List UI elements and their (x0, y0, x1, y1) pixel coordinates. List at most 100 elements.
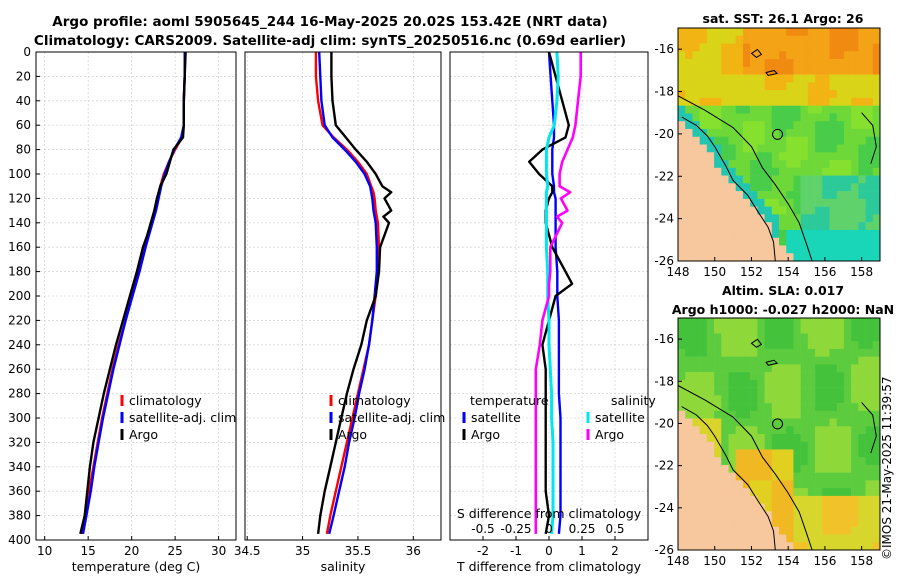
map-cell (728, 495, 737, 504)
map-cell (815, 167, 823, 176)
map-cell (822, 253, 830, 262)
map-cell (851, 59, 859, 68)
map-cell (829, 488, 838, 497)
map-cell (851, 237, 859, 246)
map-cell (757, 121, 765, 130)
map-cell (779, 183, 787, 192)
sdiff-satellite-line (544, 51, 560, 535)
map-cell (779, 160, 787, 169)
map-cell (829, 113, 838, 122)
map-cell (757, 183, 765, 192)
map-cell (829, 206, 838, 215)
map-cell (735, 144, 744, 153)
map-cell (779, 534, 787, 543)
map-cell (699, 333, 708, 342)
map-cell (678, 449, 686, 458)
lon-tick-label: 156 (813, 265, 836, 279)
map-cell (800, 534, 809, 543)
map-cell (865, 253, 874, 262)
map-cell (699, 348, 708, 357)
map-cell (757, 35, 765, 44)
map-cell (793, 198, 801, 207)
map-cell (757, 418, 765, 427)
map-cell (822, 214, 830, 223)
map-cell (822, 325, 830, 334)
map-cell (714, 198, 722, 207)
map-cell (807, 144, 816, 153)
map-cell (685, 472, 693, 481)
map-cell (706, 464, 715, 473)
map-cell (822, 191, 830, 200)
map-cell (692, 519, 700, 528)
map-cell (771, 395, 780, 404)
map-cell (815, 426, 823, 435)
map-cell (786, 198, 794, 207)
map-cell (735, 503, 744, 512)
map-cell (750, 511, 758, 520)
map-cell (742, 403, 751, 412)
lat-tick-label: -26 (654, 543, 674, 557)
map-cell (699, 480, 708, 489)
map-cell (786, 214, 794, 223)
map-cell (872, 441, 881, 450)
map-cell (786, 488, 794, 497)
map-cell (786, 97, 794, 106)
x-tick-label: 15 (81, 544, 96, 558)
map-cell (815, 364, 823, 373)
map-cell (807, 526, 816, 535)
map-cell (728, 511, 737, 520)
map-cell (858, 59, 866, 68)
map-cell (750, 206, 758, 215)
map-cell (800, 503, 809, 512)
map-cell (807, 372, 816, 381)
map-cell (714, 495, 722, 504)
map-cell (786, 191, 794, 200)
map-cell (822, 464, 830, 473)
map-cell (750, 28, 758, 37)
map-cell (793, 511, 801, 520)
map-cell (800, 175, 809, 184)
map-cell (822, 395, 830, 404)
map-cell (822, 418, 830, 427)
map-cell (714, 488, 722, 497)
map-cell (699, 82, 708, 91)
map-cell (750, 480, 758, 489)
map-cell (807, 441, 816, 450)
map-cell (843, 534, 852, 543)
map-cell (699, 183, 708, 192)
map-cell (872, 144, 881, 153)
map-cell (786, 464, 794, 473)
map-cell (786, 534, 794, 543)
map-cell (786, 457, 794, 466)
map-cell (851, 364, 859, 373)
map-cell (851, 434, 859, 443)
map-cell (692, 214, 700, 223)
map-cell (750, 387, 758, 396)
map-cell (771, 90, 780, 99)
map-cell (728, 167, 737, 176)
shelf-contour (677, 385, 813, 551)
map-cell (793, 28, 801, 37)
map-cell (750, 333, 758, 342)
map-cell (685, 318, 693, 327)
map-cell (735, 488, 744, 497)
map-cell (685, 403, 693, 412)
map-cell (779, 457, 787, 466)
map-cell (800, 237, 809, 246)
map-cell (829, 74, 838, 83)
map-cell (771, 28, 780, 37)
map-cell (757, 144, 765, 153)
map-cell (779, 43, 787, 52)
map-cell (872, 105, 881, 114)
map-cell (807, 245, 816, 254)
map-cell (786, 372, 794, 381)
map-cell (858, 28, 866, 37)
map-cell (858, 395, 866, 404)
map-cell (757, 214, 765, 223)
map-cell (706, 121, 715, 130)
map-cell (843, 488, 852, 497)
map-cell (786, 43, 794, 52)
map-cell (692, 113, 700, 122)
map-cell (793, 152, 801, 161)
map-cell (714, 253, 722, 262)
